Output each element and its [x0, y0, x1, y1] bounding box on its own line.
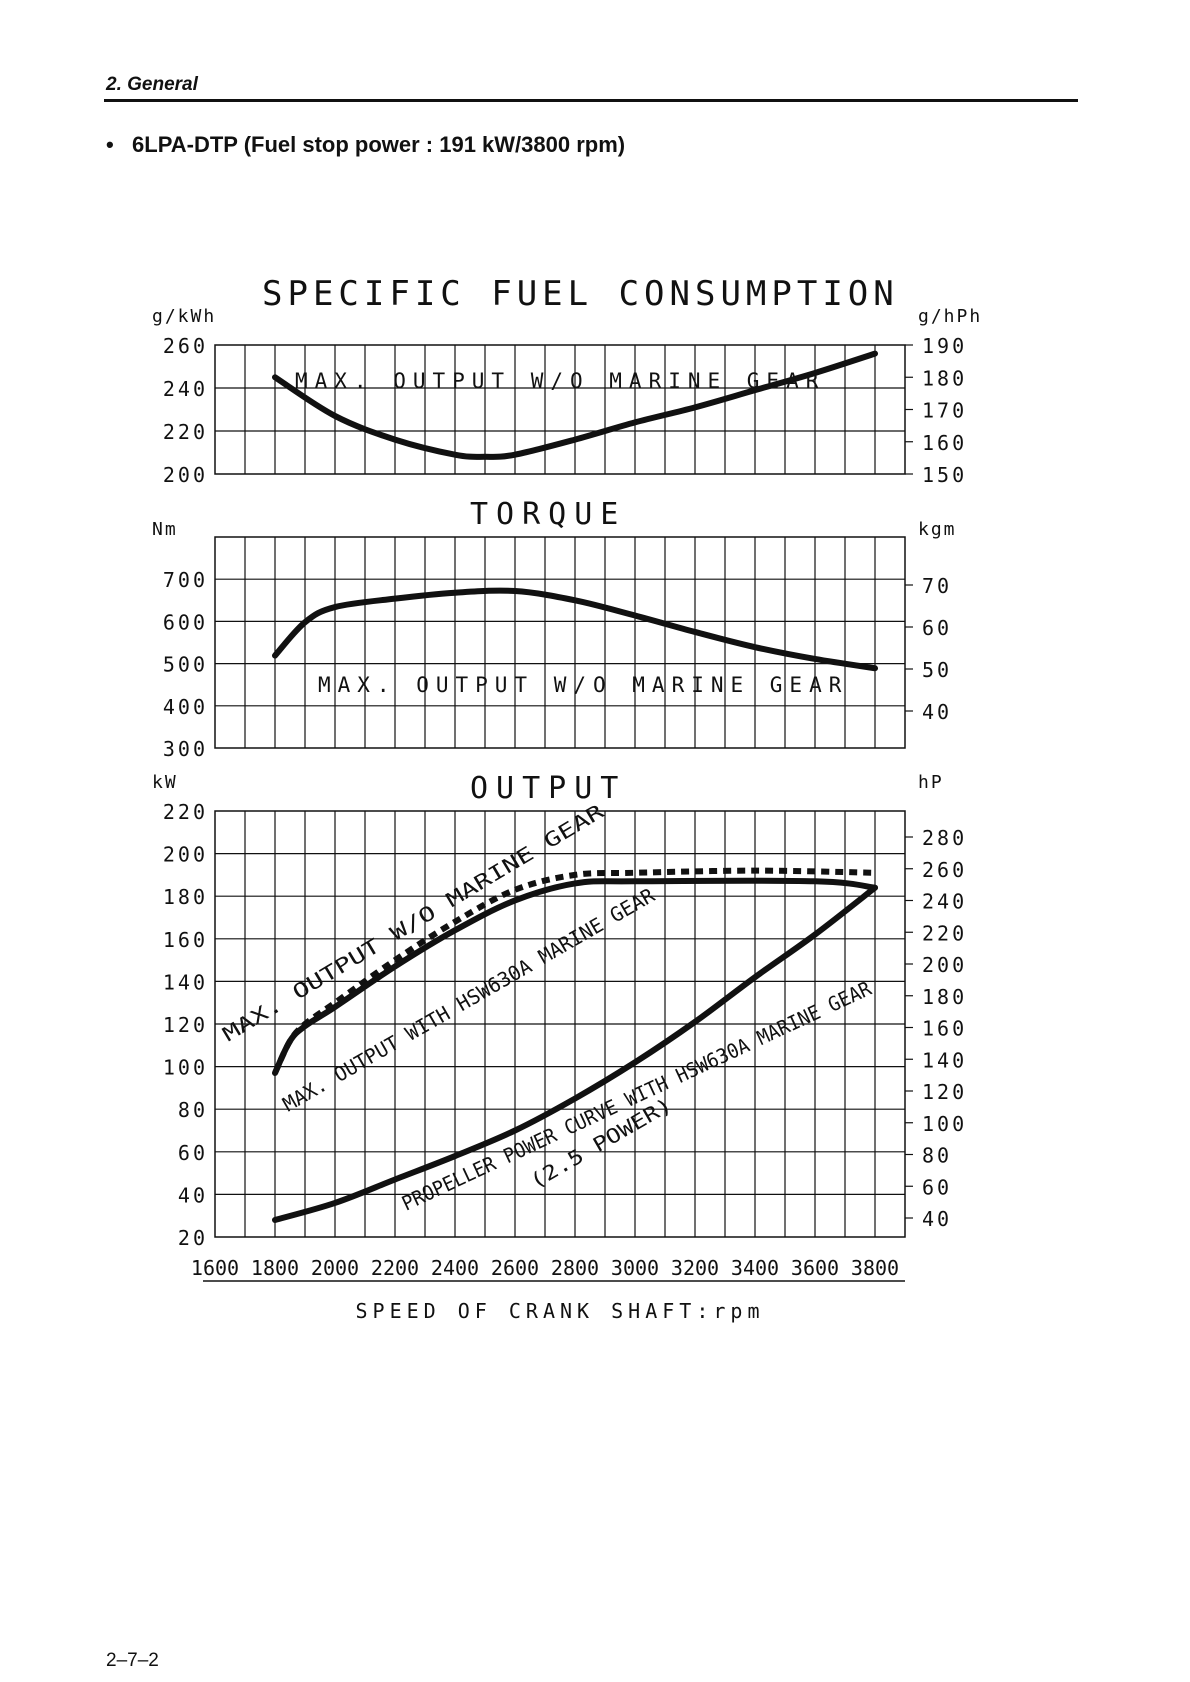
- curve-label: MAX. OUTPUT W/O MARINE GEAR: [318, 673, 848, 697]
- x-tick-label: 2400: [431, 1256, 479, 1280]
- series-line: [272, 350, 878, 460]
- right-tick-label: 170: [922, 399, 967, 423]
- y-tick-label: 500: [163, 653, 208, 677]
- right-tick-label: 60: [922, 1175, 952, 1199]
- right-tick-label: 60: [922, 616, 952, 640]
- y-axis-label: kW: [152, 772, 178, 793]
- right-tick-label: 180: [922, 366, 967, 390]
- x-tick-label: 1600: [191, 1256, 239, 1280]
- x-tick-label: 2800: [551, 1256, 599, 1280]
- right-tick-label: 70: [922, 574, 952, 598]
- y-tick-label: 400: [163, 695, 208, 719]
- right-tick-label: 40: [922, 700, 952, 724]
- right-tick-label: 240: [922, 890, 967, 914]
- y-tick-label: 240: [163, 377, 208, 401]
- x-tick-label: 2600: [491, 1256, 539, 1280]
- heading-text: 6LPA-DTP (Fuel stop power : 191 kW/3800 …: [132, 132, 626, 157]
- y-tick-label: 40: [178, 1183, 208, 1207]
- right-tick-label: 160: [922, 431, 967, 455]
- right-tick-label: 150: [922, 463, 967, 487]
- y-tick-label: 160: [163, 928, 208, 952]
- x-tick-label: 3600: [791, 1256, 839, 1280]
- y-tick-label: 80: [178, 1098, 208, 1122]
- right-tick-label: 100: [922, 1112, 967, 1136]
- chart-title: OUTPUT: [470, 771, 626, 806]
- y-axis-label: Nm: [152, 519, 178, 540]
- y-tick-label: 60: [178, 1141, 208, 1165]
- right-tick-label: 190: [922, 334, 967, 358]
- y-axis-label-right: hP: [918, 772, 944, 793]
- y-tick-label: 100: [163, 1056, 208, 1080]
- y-tick-label: 220: [163, 800, 208, 824]
- right-tick-label: 50: [922, 658, 952, 682]
- series-line: [272, 587, 878, 672]
- y-tick-label: 300: [163, 737, 208, 761]
- curve-label: MAX. OUTPUT W/O MARINE GEAR: [295, 369, 825, 393]
- y-tick-label: 700: [163, 568, 208, 592]
- y-tick-label: 180: [163, 885, 208, 909]
- right-tick-label: 260: [922, 858, 967, 882]
- y-tick-label: 220: [163, 420, 208, 444]
- x-tick-label: 1800: [251, 1256, 299, 1280]
- chart-heading: • 6LPA-DTP (Fuel stop power : 191 kW/380…: [106, 132, 625, 158]
- y-tick-label: 140: [163, 970, 208, 994]
- series-line: [272, 877, 878, 1076]
- x-tick-label: 3800: [851, 1256, 899, 1280]
- y-tick-label: 120: [163, 1013, 208, 1037]
- plot-frame: [214, 536, 906, 749]
- x-tick-label: 3200: [671, 1256, 719, 1280]
- y-axis-label-right: kgm: [918, 519, 957, 540]
- x-tick-label: 2200: [371, 1256, 419, 1280]
- chart-title: SPECIFIC FUEL CONSUMPTION: [262, 274, 899, 314]
- series-line: [272, 884, 878, 1223]
- right-tick-label: 180: [922, 985, 967, 1009]
- page-number: 2–7–2: [106, 1650, 159, 1671]
- right-tick-label: 40: [922, 1207, 952, 1231]
- right-tick-label: 200: [922, 953, 967, 977]
- right-tick-label: 220: [922, 921, 967, 945]
- y-tick-label: 200: [163, 843, 208, 867]
- header-rule: [104, 99, 1078, 102]
- y-tick-label: 260: [163, 334, 208, 358]
- y-axis-label-right: g/hPh: [918, 306, 982, 327]
- y-tick-label: 600: [163, 610, 208, 634]
- section-header: 2. General: [106, 74, 198, 95]
- right-tick-label: 160: [922, 1017, 967, 1041]
- x-axis-label: SPEED OF CRANK SHAFT:rpm: [356, 1299, 765, 1323]
- x-tick-label: 3000: [611, 1256, 659, 1280]
- x-tick-label: 2000: [311, 1256, 359, 1280]
- right-tick-label: 140: [922, 1048, 967, 1072]
- right-tick-label: 80: [922, 1144, 952, 1168]
- right-tick-label: 280: [922, 826, 967, 850]
- y-tick-label: 200: [163, 463, 208, 487]
- x-tick-label: 3400: [731, 1256, 779, 1280]
- chart-title: TORQUE: [470, 497, 626, 532]
- y-tick-label: 20: [178, 1226, 208, 1250]
- bullet: •: [106, 132, 114, 157]
- curve-label: MAX. OUTPUT W/O MARINE GEAR: [218, 798, 609, 1046]
- right-tick-label: 120: [922, 1080, 967, 1104]
- y-axis-label: g/kWh: [152, 306, 216, 327]
